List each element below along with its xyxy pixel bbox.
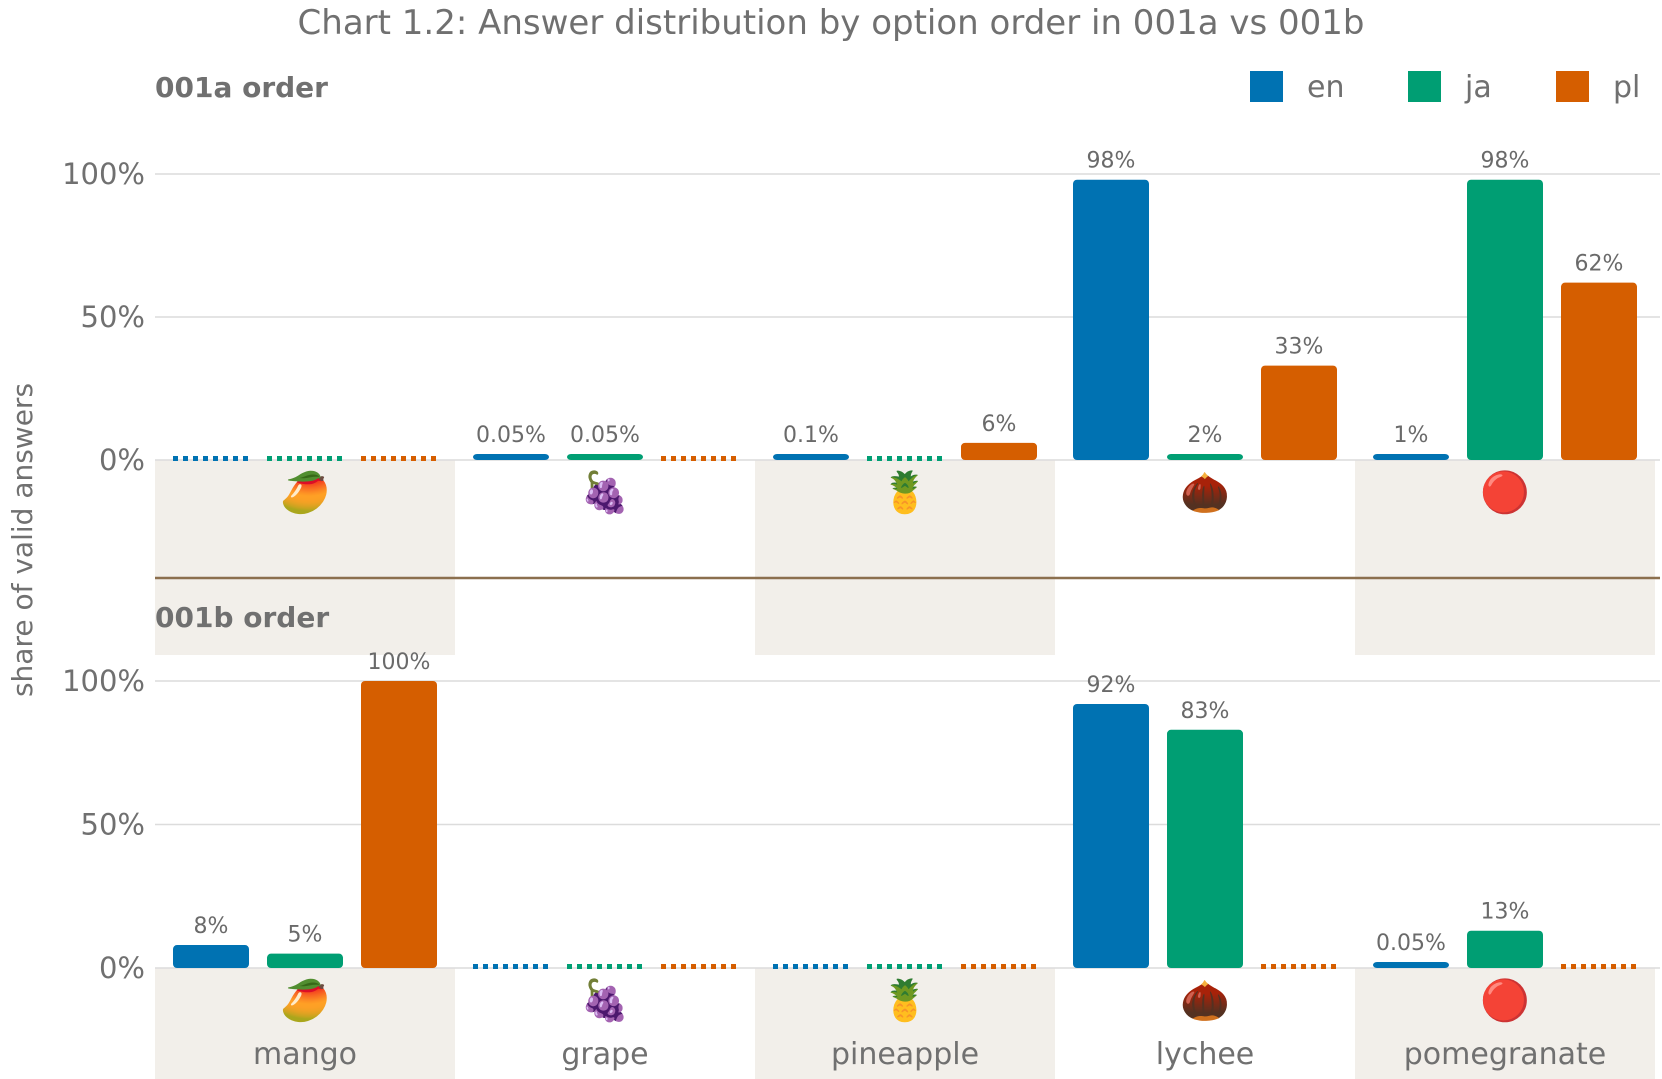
y-tick-label: 50% xyxy=(81,808,145,842)
legend-label-pl: pl xyxy=(1613,70,1640,105)
data-label-en-grape: 0.05% xyxy=(476,423,546,448)
lychee-icon: 🌰 xyxy=(1180,978,1230,1024)
legend-swatch-en xyxy=(1250,71,1283,102)
category-icons: 🥭 🍇 🍍 🌰 🔴 🥭 🍇 🍍 🌰 🔴 xyxy=(280,469,1530,1024)
band-001a-mango xyxy=(155,460,455,655)
data-label-pl-pineapple: 6% xyxy=(982,412,1017,437)
grape-icon: 🍇 xyxy=(580,469,630,516)
data-label-en-lychee: 92% xyxy=(1087,673,1136,698)
band-001a-pineapple xyxy=(755,460,1055,655)
data-label-ja-mango: 5% xyxy=(288,923,323,948)
bar-en-grape xyxy=(473,454,549,460)
bar-en-mango xyxy=(173,945,249,968)
bar-en-pomegranate xyxy=(1373,454,1449,460)
x-tick-pineapple: pineapple xyxy=(831,1037,979,1072)
x-tick-grape: grape xyxy=(561,1037,648,1072)
y-tick-label: 0% xyxy=(99,951,145,985)
y-ticks: 0% 50% 100% 0% 50% 100% xyxy=(62,157,145,985)
bar-ja-lychee xyxy=(1167,729,1243,968)
x-tick-pomegranate: pomegranate xyxy=(1404,1037,1606,1072)
data-label-ja-grape: 0.05% xyxy=(570,423,640,448)
bar-en-lychee xyxy=(1073,703,1149,968)
data-label-en-pineapple: 0.1% xyxy=(783,423,839,448)
bars xyxy=(173,179,1637,969)
bar-pl-pineapple xyxy=(961,442,1037,460)
bar-en-pomegranate xyxy=(1373,962,1449,968)
x-tick-mango: mango xyxy=(253,1037,357,1072)
bar-ja-pomegranate xyxy=(1467,179,1543,460)
data-labels: 0.05% 0.05% 0.1% 6% 98% 2% 33% 1% 98% 62% 8% 5% 100%… xyxy=(194,149,1624,956)
mango-icon: 🥭 xyxy=(280,977,330,1024)
bar-ja-mango xyxy=(267,953,343,968)
y-axis-label: share of valid answers xyxy=(6,383,39,697)
data-label-pl-pomegranate: 62% xyxy=(1575,252,1624,277)
data-label-ja-pomegranate: 13% xyxy=(1481,900,1530,925)
data-label-en-lychee: 98% xyxy=(1087,149,1136,174)
y-tick-label: 100% xyxy=(62,157,145,191)
y-tick-label: 100% xyxy=(62,664,145,698)
x-ticks: mango grape pineapple lychee pomegranate xyxy=(253,1037,1606,1072)
bar-ja-lychee xyxy=(1167,454,1243,460)
bar-ja-pomegranate xyxy=(1467,930,1543,968)
legend-swatch-pl xyxy=(1556,71,1589,102)
legend-label-ja: ja xyxy=(1464,70,1492,105)
bar-pl-mango xyxy=(361,681,437,968)
band-001a-pomegranate xyxy=(1355,460,1655,655)
data-label-pl-lychee: 33% xyxy=(1275,335,1324,360)
pineapple-icon: 🍍 xyxy=(880,469,930,516)
bar-pl-lychee xyxy=(1261,365,1337,460)
bar-ja-grape xyxy=(567,454,643,460)
y-tick-label: 50% xyxy=(81,300,145,334)
x-tick-lychee: lychee xyxy=(1156,1037,1255,1072)
pineapple-icon: 🍍 xyxy=(880,977,930,1024)
lychee-icon: 🌰 xyxy=(1180,470,1230,516)
bar-en-pineapple xyxy=(773,454,849,460)
grape-icon: 🍇 xyxy=(580,977,630,1024)
data-label-en-pomegranate: 1% xyxy=(1394,423,1429,448)
y-tick-label: 0% xyxy=(99,443,145,477)
bar-pl-pomegranate xyxy=(1561,282,1637,460)
pomegranate-icon: 🔴 xyxy=(1480,977,1530,1024)
data-label-ja-pomegranate: 98% xyxy=(1481,149,1530,174)
legend-swatch-ja xyxy=(1408,71,1441,102)
legend-label-en: en xyxy=(1307,70,1344,105)
data-label-en-mango: 8% xyxy=(194,914,229,939)
band-001b-mango xyxy=(155,968,455,1079)
pomegranate-icon: 🔴 xyxy=(1480,469,1530,516)
category-bands xyxy=(155,460,1655,1079)
band-001b-pomegranate xyxy=(1355,968,1655,1079)
panel-title-001a: 001a order xyxy=(155,71,328,104)
band-001b-pineapple xyxy=(755,968,1055,1079)
data-label-ja-lychee: 83% xyxy=(1181,699,1230,724)
data-label-ja-lychee: 2% xyxy=(1188,423,1223,448)
panel-title-001b: 001b order xyxy=(155,601,329,634)
chart-title: Chart 1.2: Answer distribution by option… xyxy=(298,3,1365,43)
legend: en ja pl xyxy=(1250,70,1640,105)
data-label-pl-mango: 100% xyxy=(368,650,431,675)
bar-en-lychee xyxy=(1073,179,1149,460)
mango-icon: 🥭 xyxy=(280,469,330,516)
data-label-en-pomegranate: 0.05% xyxy=(1376,931,1446,956)
